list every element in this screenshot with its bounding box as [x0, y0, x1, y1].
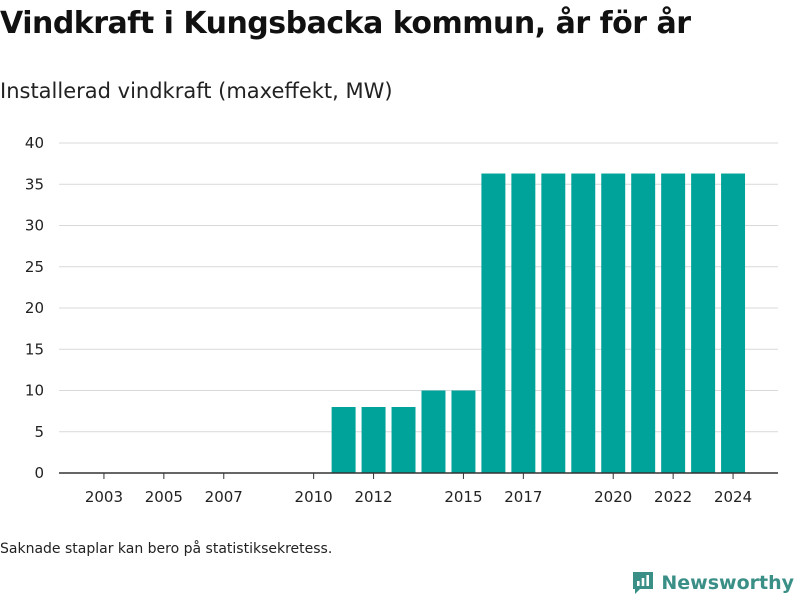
bar-2018[interactable] [541, 173, 566, 473]
y-tick-label: 20 [25, 299, 44, 317]
x-tick-label: 2003 [85, 488, 123, 506]
y-tick-label: 0 [34, 464, 44, 482]
y-tick-label: 40 [25, 134, 44, 152]
y-tick-label: 30 [25, 217, 44, 235]
x-tick-label: 2020 [594, 488, 632, 506]
x-tick-labels: 2003 2005 2007 2010 2012 2015 2017 2020 2022 2024 [85, 473, 752, 506]
y-tick-label: 15 [25, 340, 44, 358]
bar-2016[interactable] [481, 173, 506, 473]
y-tick-labels: 0 5 10 15 20 25 30 35 40 [25, 134, 44, 482]
x-tick-label: 2010 [295, 488, 333, 506]
bar-2020[interactable] [601, 173, 626, 473]
x-tick-label: 2005 [145, 488, 183, 506]
x-tick-label: 2024 [714, 488, 752, 506]
footnote: Saknade staplar kan bero på statistiksek… [0, 541, 333, 557]
y-tick-label: 5 [34, 423, 44, 441]
gridlines [59, 142, 778, 433]
bar-2024[interactable] [721, 173, 746, 473]
x-tick-label: 2022 [654, 488, 692, 506]
bar-2021[interactable] [631, 173, 656, 473]
bar-2012[interactable] [361, 407, 386, 473]
bar-2019[interactable] [571, 173, 596, 473]
y-tick-label: 25 [25, 258, 44, 276]
y-tick-label: 35 [25, 175, 44, 193]
y-tick-label: 10 [25, 382, 44, 400]
chart-subtitle: Installerad vindkraft (maxeffekt, MW) [0, 79, 393, 103]
x-tick-label: 2007 [205, 488, 243, 506]
brand-name: Newsworthy [661, 572, 794, 594]
bars [331, 173, 746, 474]
x-tick-label: 2012 [354, 488, 392, 506]
bar-2013[interactable] [391, 407, 416, 473]
bar-2022[interactable] [661, 173, 686, 473]
bar-2017[interactable] [511, 173, 536, 473]
bar-2011[interactable] [331, 407, 356, 473]
chart-title: Vindkraft i Kungsbacka kommun, år för år [0, 6, 691, 41]
x-tick-label: 2015 [444, 488, 482, 506]
bar-2015[interactable] [451, 390, 476, 474]
bar-2014[interactable] [421, 390, 446, 474]
bar-2023[interactable] [691, 173, 716, 473]
x-tick-label: 2017 [504, 488, 542, 506]
newsworthy-logo-icon [633, 572, 654, 594]
brand-logo[interactable]: Newsworthy [631, 570, 794, 596]
